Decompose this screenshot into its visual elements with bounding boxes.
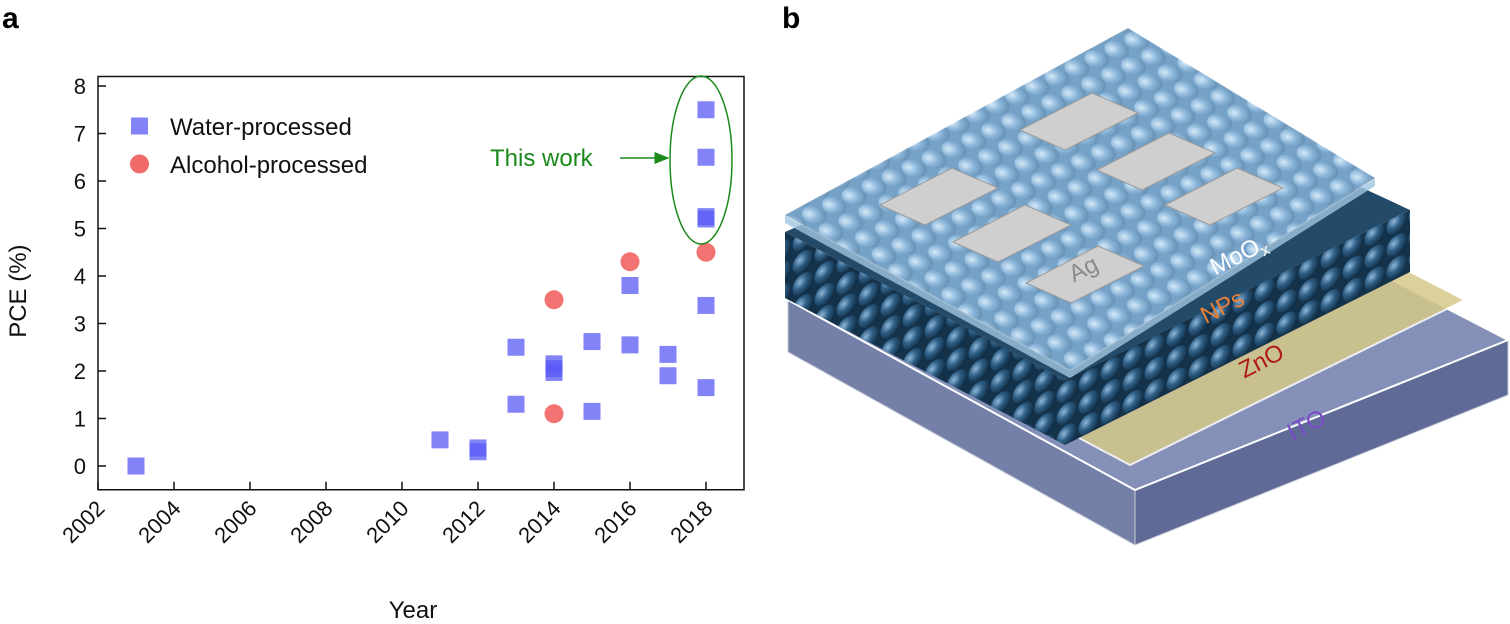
device-diagram: Ag MoOx NPs ZnO ITO	[782, 26, 1510, 546]
ag-electrode	[1163, 167, 1285, 226]
legend-label: Alcohol-processed	[170, 152, 367, 179]
ag-electrode	[1018, 92, 1140, 151]
legend-label: Water-processed	[170, 114, 352, 141]
ag-electrode	[1024, 245, 1146, 304]
ag-electrode	[1095, 132, 1217, 191]
point	[697, 210, 715, 228]
x-axis-title: Year	[389, 597, 438, 624]
point	[659, 367, 677, 385]
y-axis-title: PCE (%)	[5, 244, 32, 337]
point	[620, 252, 640, 272]
x-tick-label: 2008	[285, 496, 337, 548]
plot-frame	[97, 75, 745, 491]
moox-spheres	[785, 28, 1375, 370]
y-tick-label: 3	[74, 312, 86, 337]
annotation-ellipse	[669, 75, 733, 245]
moox-edge	[785, 215, 1070, 378]
x-tick-label: 2016	[589, 496, 641, 548]
x-tick-label: 2006	[209, 496, 261, 548]
annotation-text: This work	[490, 145, 594, 172]
nps-side	[1065, 210, 1410, 445]
nps-side	[785, 232, 1065, 445]
x-tick-label: 2002	[57, 496, 109, 548]
point	[659, 345, 677, 363]
moox-edge	[1070, 178, 1375, 378]
y-tick-label: 5	[74, 217, 86, 242]
point	[431, 431, 449, 449]
x-tick-label: 2012	[437, 496, 489, 548]
moox-plate	[782, 26, 1377, 372]
y-tick-label: 1	[74, 407, 86, 432]
x-tick-label: 2014	[513, 496, 565, 548]
point	[697, 148, 715, 166]
point	[697, 101, 715, 119]
ag-electrode	[878, 167, 1000, 226]
x-tick-label: 2010	[361, 496, 413, 548]
point	[697, 379, 715, 397]
panel-label: a	[2, 2, 19, 35]
point	[544, 404, 564, 424]
ag-electrode	[951, 204, 1073, 263]
x-tick-label: 2004	[133, 496, 185, 548]
point	[544, 290, 564, 310]
legend-marker	[130, 154, 149, 174]
x-tick-label: 2018	[665, 496, 717, 548]
point	[127, 457, 145, 475]
scatter-chart: 0 1 2 3 4 5 6 7 8 2002 2004 2006 2008 2010 2012 2014 201…	[5, 74, 745, 624]
y-tick-label: 8	[74, 74, 86, 99]
y-tick-label: 7	[74, 122, 86, 147]
y-tick-label: 4	[74, 264, 86, 289]
y-tick-label: 0	[74, 454, 86, 479]
panel-label: b	[782, 2, 800, 35]
y-tick-label: 6	[74, 169, 86, 194]
y-tick-label: 2	[74, 359, 86, 384]
point	[583, 333, 601, 351]
legend-marker	[131, 117, 148, 135]
point	[507, 395, 525, 413]
point	[545, 363, 563, 381]
point	[697, 296, 715, 314]
point	[583, 402, 601, 420]
point	[621, 336, 639, 354]
ag-electrodes	[878, 92, 1285, 304]
point	[621, 277, 639, 294]
point	[696, 242, 716, 262]
point	[507, 338, 525, 356]
point	[469, 439, 487, 457]
